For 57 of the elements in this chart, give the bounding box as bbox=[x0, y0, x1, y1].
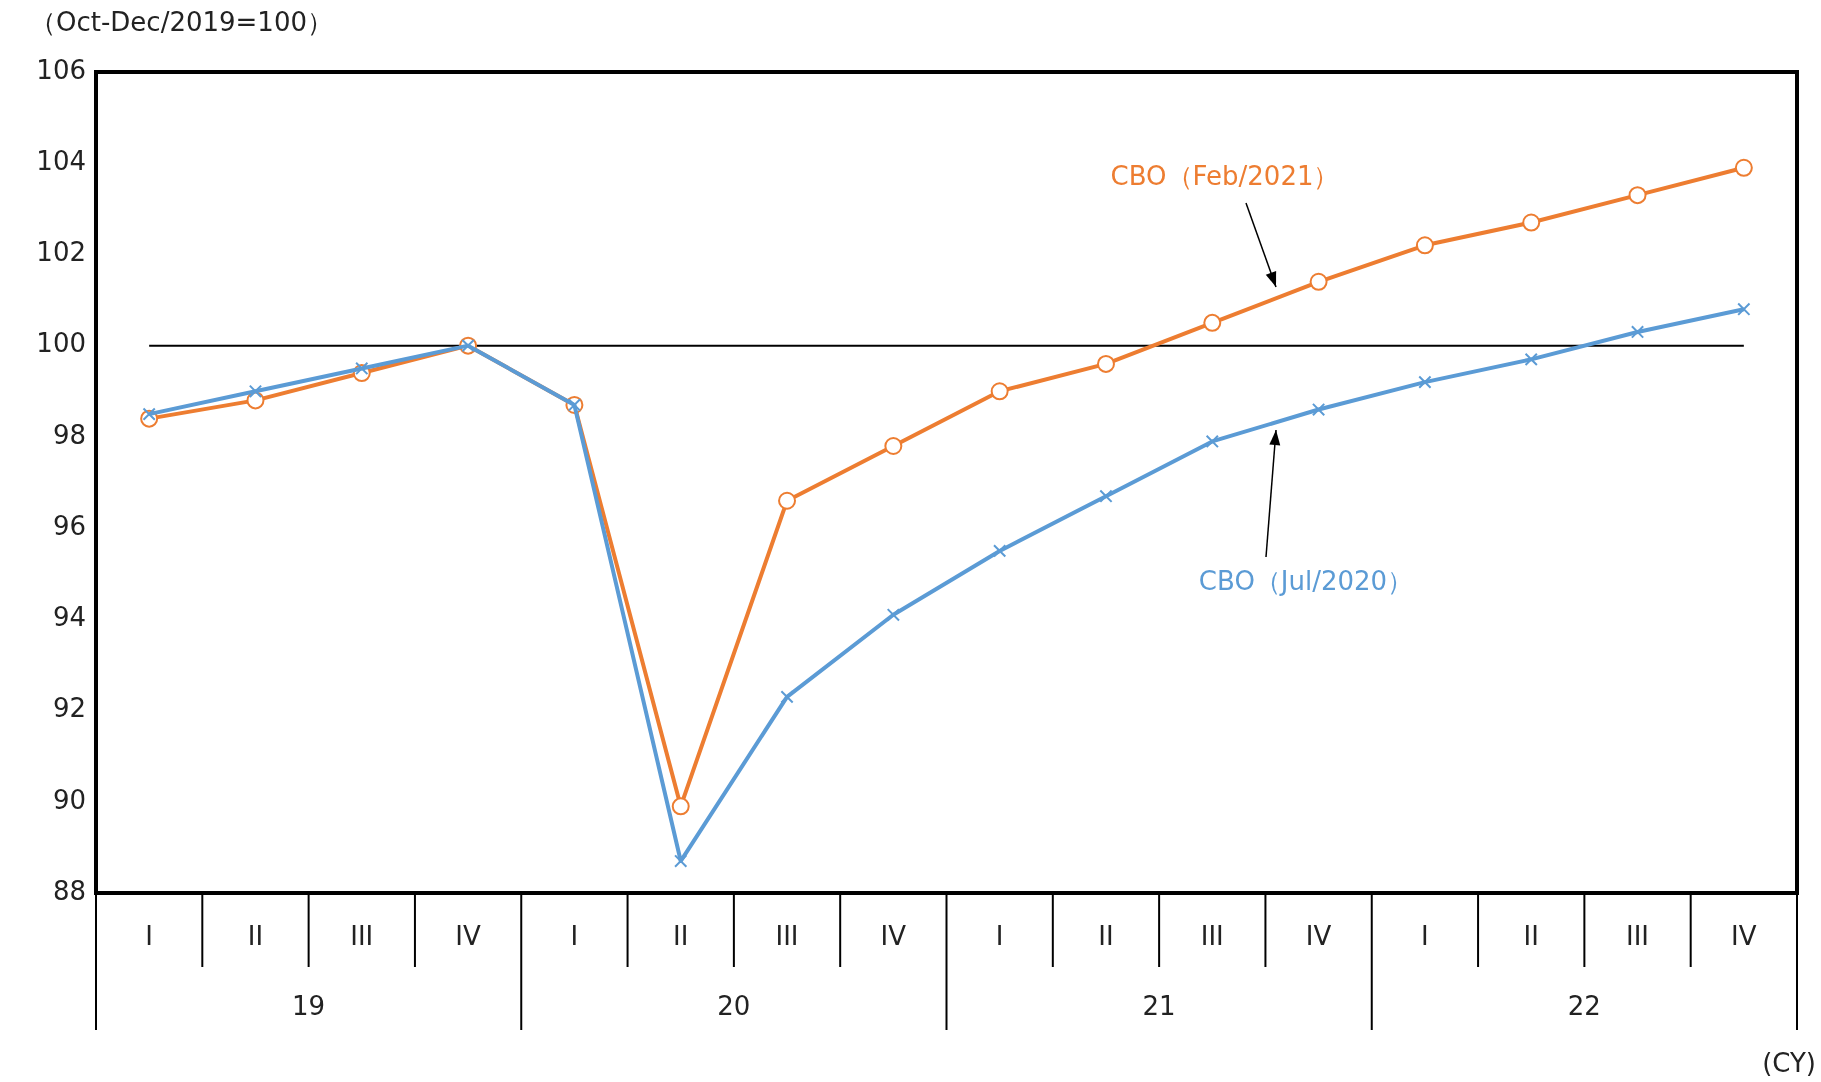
text: 19 bbox=[292, 990, 326, 1021]
point bbox=[1205, 434, 1219, 449]
x-tick-label: II bbox=[673, 920, 689, 951]
x-tick-label: II bbox=[247, 920, 264, 951]
text: 20 bbox=[717, 990, 751, 1021]
text: 22 bbox=[1567, 990, 1601, 1021]
point bbox=[1203, 313, 1222, 332]
y-tick-label: 98 bbox=[52, 419, 86, 450]
text: 21 bbox=[1142, 990, 1176, 1021]
y-tick-label: 92 bbox=[52, 693, 86, 724]
text: CBO（Feb/2021） bbox=[1110, 160, 1340, 191]
y-tick-label: 90 bbox=[52, 784, 86, 815]
y-tick-label: 104 bbox=[36, 145, 86, 176]
point bbox=[1522, 213, 1541, 232]
point bbox=[1524, 352, 1538, 367]
y-tick-label: 96 bbox=[52, 510, 86, 541]
y-tick-label: 88 bbox=[52, 875, 86, 906]
x-tick-label: IV bbox=[880, 920, 907, 951]
point bbox=[671, 797, 690, 816]
point bbox=[990, 382, 1009, 401]
x-tick-label: III bbox=[1200, 920, 1224, 951]
x-tick-label: IV bbox=[1305, 920, 1332, 951]
y-tick-label: 102 bbox=[36, 237, 86, 268]
y-tick-label: 100 bbox=[36, 328, 86, 359]
y-tick-label: 94 bbox=[52, 602, 86, 633]
point bbox=[674, 854, 688, 868]
x-tick-label: III bbox=[1626, 920, 1650, 951]
point bbox=[1734, 158, 1753, 177]
text: CBO（Jul/2020） bbox=[1198, 565, 1414, 596]
x-tick-label: I bbox=[995, 920, 1004, 951]
point bbox=[1415, 236, 1434, 255]
point bbox=[248, 384, 263, 398]
x-tick-label: III bbox=[350, 920, 374, 951]
point bbox=[355, 361, 369, 376]
point bbox=[1099, 489, 1113, 503]
x-tick-label: IV bbox=[1731, 920, 1757, 951]
x-tick-label: III bbox=[775, 920, 799, 951]
point bbox=[993, 544, 1007, 558]
x-tick-label: I bbox=[570, 920, 579, 951]
text: (CY) bbox=[1762, 1047, 1816, 1078]
x-tick-label: IV bbox=[455, 920, 482, 951]
point bbox=[1737, 302, 1751, 316]
point bbox=[1628, 186, 1647, 205]
y-tick-label: 106 bbox=[36, 54, 86, 85]
x-tick-label: I bbox=[1421, 920, 1429, 951]
point bbox=[1096, 354, 1115, 373]
y-axis-title: （Oct-Dec/2019=100） bbox=[30, 6, 333, 37]
point bbox=[1311, 402, 1326, 417]
x-tick-label: II bbox=[1523, 920, 1539, 951]
point bbox=[884, 437, 903, 456]
point bbox=[1630, 325, 1645, 339]
x-tick-label: II bbox=[1098, 920, 1114, 951]
point bbox=[1418, 375, 1432, 389]
point bbox=[1309, 272, 1328, 291]
point bbox=[780, 690, 794, 704]
x-tick-label: I bbox=[145, 920, 153, 951]
point bbox=[778, 491, 797, 510]
